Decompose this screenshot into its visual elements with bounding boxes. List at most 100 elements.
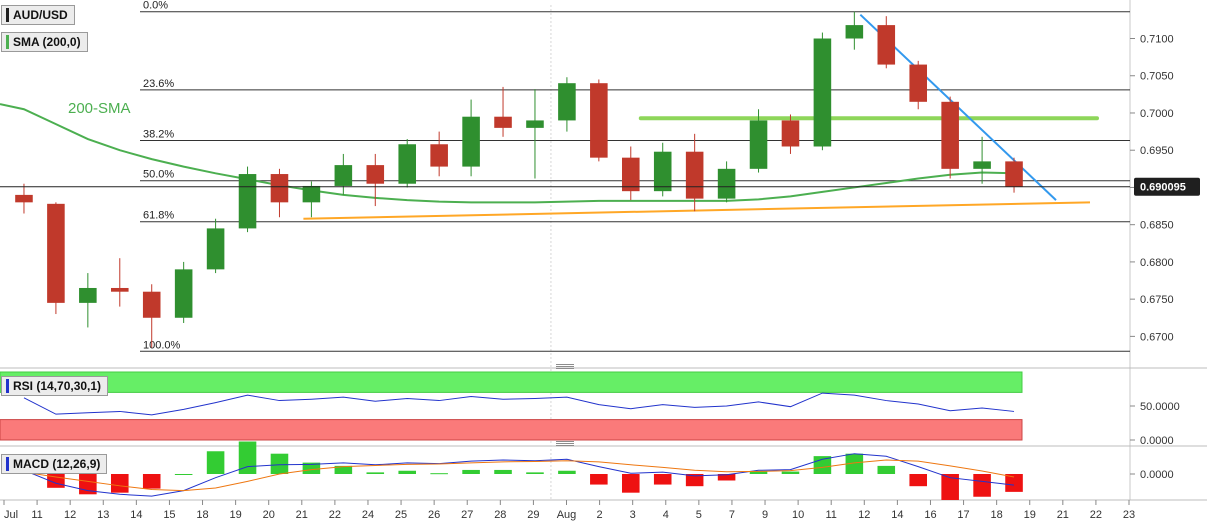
macd-histogram-bar	[462, 469, 480, 474]
candle-body	[749, 120, 768, 169]
macd-histogram-bar	[909, 474, 928, 487]
macd-tick-label: 0.0000	[1140, 469, 1174, 481]
time-tick-label: 25	[395, 509, 407, 521]
support-trendline	[303, 201, 1091, 220]
macd-histogram-bar	[142, 474, 161, 489]
macd-histogram-bar	[685, 474, 704, 487]
time-tick-label: 12	[858, 509, 870, 521]
sma-swatch	[6, 35, 9, 49]
candle-body	[781, 120, 800, 147]
macd-histogram-bar	[430, 473, 448, 475]
price-tick-label: 0.6950	[1140, 145, 1174, 157]
macd-signal-line	[23, 459, 1015, 492]
fib-level-label: 0.0%	[143, 0, 168, 12]
pane-splitter-rsi[interactable]	[556, 364, 574, 370]
time-tick-label: 4	[663, 509, 669, 521]
pane-splitter-macd[interactable]	[556, 441, 574, 447]
time-tick-label: 2	[597, 509, 603, 521]
time-tick-label: 27	[461, 509, 473, 521]
sma200-line	[0, 103, 1015, 204]
price-tick-label: 0.6800	[1140, 257, 1174, 269]
time-tick-label: Aug	[557, 509, 577, 521]
macd-histogram-bar	[110, 474, 129, 493]
time-tick-label: 17	[957, 509, 969, 521]
price-tick-label: 0.6850	[1140, 220, 1174, 232]
fib-level-label: 38.2%	[143, 129, 174, 141]
macd-histogram-bar	[366, 472, 385, 474]
macd-histogram-bar	[653, 474, 672, 485]
time-tick-label: 13	[97, 509, 109, 521]
macd-histogram-bar	[1005, 474, 1023, 492]
candle-body	[270, 174, 289, 203]
time-tick-label: Jul	[4, 509, 18, 521]
macd-histogram-bar	[174, 474, 193, 475]
macd-histogram-bar	[302, 462, 321, 474]
candle-body	[47, 203, 65, 303]
time-tick-label: 7	[729, 509, 735, 521]
candle-body	[909, 64, 928, 102]
time-tick-label: 26	[428, 509, 440, 521]
time-tick-label: 19	[1024, 509, 1036, 521]
time-tick-label: 11	[31, 509, 42, 521]
candle-body	[877, 25, 896, 65]
time-tick-label: 10	[792, 509, 804, 521]
time-tick-label: 28	[494, 509, 506, 521]
macd-histogram-bar	[558, 470, 576, 474]
time-tick-label: 16	[924, 509, 936, 521]
candle-body	[206, 228, 225, 270]
macd-legend-label: MACD (12,26,9)	[13, 457, 101, 471]
candle-body	[813, 38, 832, 147]
candle-body	[558, 83, 576, 121]
sma-legend[interactable]: SMA (200,0)	[1, 32, 88, 52]
macd-legend[interactable]: MACD (12,26,9)	[1, 454, 108, 474]
time-tick-label: 5	[696, 509, 702, 521]
fib-level-label: 100.0%	[143, 339, 181, 351]
price-tick-label: 0.7000	[1140, 108, 1174, 120]
time-tick-label: 19	[229, 509, 241, 521]
time-tick-label: 18	[196, 509, 208, 521]
macd-histogram-bar	[845, 453, 864, 474]
candle-body	[941, 101, 959, 169]
candle-body	[526, 120, 544, 128]
price-tick-label: 0.7050	[1140, 71, 1174, 83]
candle-body	[398, 144, 417, 184]
rsi-tick-label: 0.0000	[1140, 435, 1174, 447]
macd-histogram-bar	[494, 469, 512, 474]
time-tick-label: 14	[891, 509, 903, 521]
time-tick-label: 3	[630, 509, 636, 521]
macd-swatch	[6, 457, 9, 471]
macd-histogram-bar	[334, 465, 353, 474]
macd-histogram-bar	[590, 474, 608, 485]
macd-line	[23, 453, 1015, 497]
macd-histogram-bar	[206, 451, 225, 474]
time-tick-label: 22	[329, 509, 341, 521]
time-tick-label: 22	[1090, 509, 1102, 521]
candle-body	[174, 269, 193, 318]
macd-histogram-bar	[973, 474, 991, 497]
time-tick-label: 15	[163, 509, 175, 521]
candle-body	[430, 144, 448, 167]
price-tick-label: 0.7100	[1140, 34, 1174, 46]
candle-body	[717, 168, 736, 199]
macd-histogram-bar	[941, 474, 959, 500]
rsi-legend[interactable]: RSI (14,70,30,1)	[1, 376, 109, 396]
fib-level-label: 23.6%	[143, 78, 174, 90]
current-price-label: 0.690095	[1140, 182, 1186, 194]
time-tick-label: 21	[296, 509, 308, 521]
time-tick-label: 12	[64, 509, 76, 521]
rsi-line	[23, 392, 1015, 416]
price-tick-label: 0.6750	[1140, 294, 1174, 306]
symbol-label: AUD/USD	[13, 8, 68, 22]
time-tick-label: 18	[991, 509, 1003, 521]
sma-legend-label: SMA (200,0)	[13, 35, 81, 49]
rsi-legend-label: RSI (14,70,30,1)	[13, 379, 102, 393]
candle-body	[110, 287, 129, 292]
symbol-legend[interactable]: AUD/USD	[1, 5, 75, 25]
rsi-overbought-zone	[0, 371, 1023, 393]
rsi-swatch	[6, 379, 9, 393]
macd-histogram-bar	[717, 474, 736, 481]
macd-histogram-bar	[781, 471, 800, 474]
candle-body	[845, 25, 864, 39]
macd-histogram-bar	[526, 472, 544, 474]
